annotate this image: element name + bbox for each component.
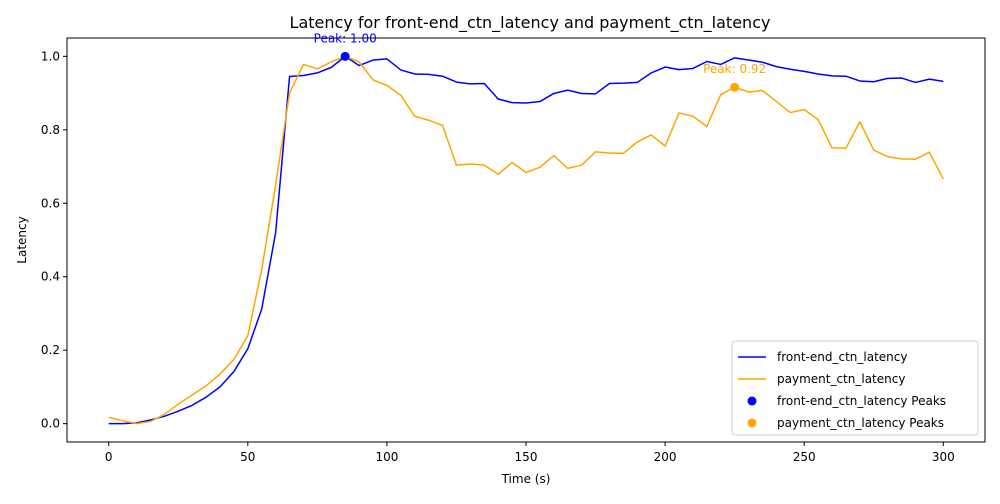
peak-layer: Peak: 1.00 Peak: 0.92 — [314, 31, 766, 92]
legend-label: payment_ctn_latency — [777, 372, 905, 386]
peak-marker-2 — [730, 82, 740, 92]
x-axis-ticks: 0 50 100 150 200 250 300 — [105, 442, 955, 464]
series-line-front-end_ctn_latency — [108, 55, 944, 425]
series-line-payment_ctn_latency — [108, 55, 944, 425]
peak-annotation-1: Peak: 1.00 — [314, 31, 377, 45]
legend: front-end_ctn_latency payment_ctn_latency… — [731, 340, 979, 436]
y-tick-label: 0.6 — [41, 196, 60, 210]
y-axis-label: Latency — [15, 216, 29, 263]
x-tick-label: 50 — [240, 450, 255, 464]
legend-box — [731, 340, 979, 436]
legend-marker-swatch — [747, 396, 757, 406]
x-axis-label: Time (s) — [501, 472, 551, 486]
y-tick-label: 0.4 — [41, 270, 60, 284]
x-tick-label: 300 — [932, 450, 955, 464]
series-layer — [108, 55, 944, 425]
x-tick-label: 0 — [105, 450, 113, 464]
x-tick-label: 100 — [375, 450, 398, 464]
peak-annotation-2: Peak: 0.92 — [703, 62, 766, 76]
x-tick-label: 200 — [654, 450, 677, 464]
peak-marker-1 — [340, 51, 350, 61]
y-tick-label: 0.2 — [41, 343, 60, 357]
chart-title: Latency for front-end_ctn_latency and pa… — [290, 13, 771, 33]
y-axis-ticks: 0.0 0.2 0.4 0.6 0.8 1.0 — [41, 49, 67, 431]
x-tick-label: 150 — [515, 450, 538, 464]
x-tick-label: 250 — [793, 450, 816, 464]
legend-label: front-end_ctn_latency — [777, 350, 907, 364]
legend-label: front-end_ctn_latency Peaks — [777, 394, 946, 408]
y-tick-label: 0.8 — [41, 123, 60, 137]
legend-label: payment_ctn_latency Peaks — [777, 416, 944, 430]
legend-marker-swatch — [747, 418, 757, 428]
y-tick-label: 1.0 — [41, 49, 60, 63]
y-tick-label: 0.0 — [41, 417, 60, 431]
